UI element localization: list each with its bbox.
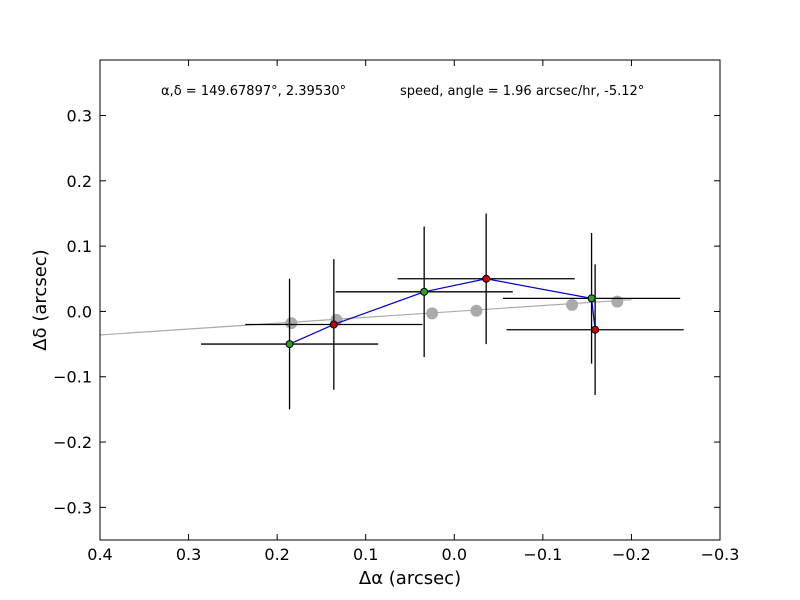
predicted-point-3 (470, 304, 483, 317)
motion-annotation: speed, angle = 1.96 arcsec/hr, -5.12° (400, 84, 644, 99)
observed-point-5 (591, 325, 600, 334)
x-tick-label-5: −0.1 (523, 545, 562, 564)
predicted-point-4 (566, 298, 579, 311)
x-axis-label: Δα (arcsec) (359, 568, 461, 589)
y-tick-label-1: 0.2 (67, 172, 92, 191)
y-tick-label-2: 0.1 (67, 237, 92, 256)
y-axis-label: Δδ (arcsec) (30, 249, 51, 350)
predicted-point-0 (285, 317, 298, 330)
x-tick-label-0: 0.4 (87, 545, 112, 564)
observed-point-2 (420, 287, 429, 296)
fit-line (100, 299, 632, 336)
x-tick-label-3: 0.1 (353, 545, 378, 564)
predicted-point-5 (611, 295, 624, 308)
y-tick-label-6: −0.3 (53, 498, 92, 517)
x-tick-label-4: 0.0 (442, 545, 467, 564)
plot-data-layer (100, 213, 684, 410)
x-tick-label-6: −0.2 (612, 545, 651, 564)
y-tick-label-4: −0.1 (53, 368, 92, 387)
observed-point-0 (285, 340, 294, 349)
observed-connector-line (289, 278, 596, 345)
observed-point-3 (482, 274, 491, 283)
x-tick-label-7: −0.3 (701, 545, 740, 564)
y-tick-label-5: −0.2 (53, 433, 92, 452)
observed-point-4 (587, 294, 596, 303)
x-tick-label-2: 0.2 (264, 545, 289, 564)
y-tick-label-0: 0.3 (67, 107, 92, 126)
y-tick-label-3: 0.0 (67, 302, 92, 321)
observed-point-1 (329, 320, 338, 329)
axis-ticks: 0.4 0.3 0.2 0.1 0.0 −0.1 −0.2 −0.3 0.3 0.2 0.1 0.0 −… (53, 60, 739, 564)
predicted-point-2 (426, 307, 439, 320)
plot-frame (99, 59, 721, 541)
x-tick-label-1: 0.3 (176, 545, 201, 564)
coords-annotation: α,δ = 149.67897°, 2.39530° (161, 84, 346, 99)
